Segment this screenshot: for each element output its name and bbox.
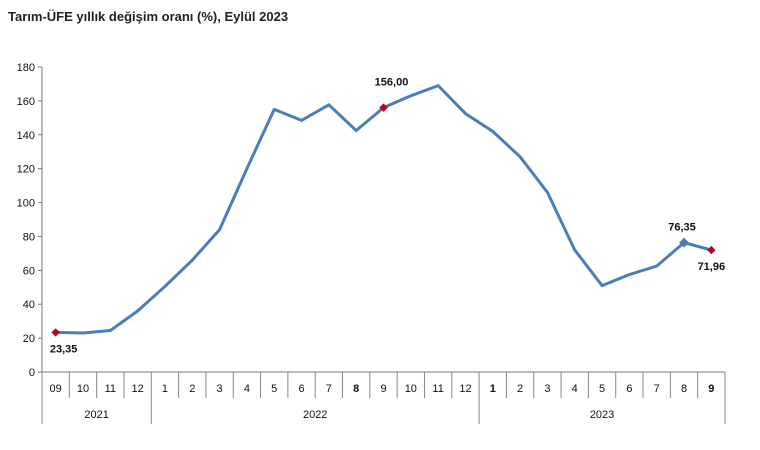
y-tick-label: 40 xyxy=(23,299,35,311)
annotations-layer: 23,35 156,00 76,35 71,96 xyxy=(50,77,725,356)
data-point xyxy=(354,129,358,132)
data-point xyxy=(245,167,249,171)
x-tick-label: 5 xyxy=(271,383,277,395)
highlight-marker xyxy=(707,245,716,255)
x-tick-label: 1 xyxy=(490,383,496,395)
x-tick-label: 10 xyxy=(405,383,417,395)
data-point xyxy=(136,309,140,313)
y-tick-label: 20 xyxy=(23,333,35,345)
x-tick-label: 09 xyxy=(50,383,62,395)
x-tick-label: 7 xyxy=(654,383,660,395)
y-tick-label: 100 xyxy=(17,198,35,210)
highlight-marker xyxy=(379,103,388,112)
highlight-marker xyxy=(679,237,689,248)
x-tick-label: 4 xyxy=(244,383,250,395)
data-label: 23,35 xyxy=(50,343,78,355)
y-tick-label: 120 xyxy=(17,164,35,176)
data-point xyxy=(163,285,167,288)
x-tick-label: 8 xyxy=(681,383,687,395)
x-tick-label: 2 xyxy=(189,383,195,395)
x-tick-label: 9 xyxy=(708,383,714,395)
series-line xyxy=(54,84,713,335)
y-tick-label: 60 xyxy=(23,265,35,277)
data-point xyxy=(81,331,85,335)
year-label: 2023 xyxy=(590,409,614,421)
x-tick-label: 3 xyxy=(544,383,550,395)
data-point xyxy=(600,284,604,287)
x-tick-label: 3 xyxy=(217,383,223,395)
x-tick-label: 10 xyxy=(77,383,89,395)
x-tick-label: 7 xyxy=(326,383,332,395)
data-point xyxy=(546,190,549,194)
data-point xyxy=(300,118,303,122)
x-tick-label: 9 xyxy=(380,383,386,395)
x-tick-label: 5 xyxy=(599,383,605,395)
y-tick-label: 80 xyxy=(23,231,35,243)
y-tick-label: 180 xyxy=(17,62,35,74)
axes xyxy=(41,67,725,373)
data-point xyxy=(491,129,495,133)
x-tick-label: 11 xyxy=(432,383,443,395)
x-tick-label: 12 xyxy=(131,383,143,395)
x-tick-label: 6 xyxy=(626,383,632,395)
data-point xyxy=(518,155,522,159)
data-label: 71,96 xyxy=(698,261,726,273)
series-layer xyxy=(54,84,713,335)
y-tick-label: 140 xyxy=(17,130,35,142)
y-axis-ticks: 0 20 40 60 80 100 120 140 160 180 xyxy=(17,62,42,379)
y-tick-label: 160 xyxy=(17,96,35,108)
x-tick-label: 4 xyxy=(572,383,578,395)
data-point xyxy=(655,264,659,268)
data-label: 76,35 xyxy=(668,222,696,234)
data-point xyxy=(327,103,331,107)
data-point xyxy=(190,258,194,262)
x-tick-label: 1 xyxy=(162,383,168,395)
x-tick-label: 6 xyxy=(298,383,304,395)
data-point xyxy=(108,329,112,332)
highlight-marker xyxy=(51,328,60,337)
data-label: 156,00 xyxy=(375,77,409,89)
x-tick-label: 2 xyxy=(517,383,523,395)
year-label: 2022 xyxy=(303,409,327,421)
x-tick-label: 11 xyxy=(105,383,116,395)
data-point xyxy=(573,248,577,252)
chart-title: Tarım-ÜFE yıllık değişim oranı (%), Eylü… xyxy=(8,9,289,24)
data-point xyxy=(464,112,467,115)
data-point xyxy=(436,84,440,88)
data-point xyxy=(218,228,221,232)
x-tick-label: 8 xyxy=(353,383,359,395)
y-tick-label: 0 xyxy=(29,367,35,379)
data-point xyxy=(409,94,413,98)
data-point xyxy=(627,273,631,276)
data-point xyxy=(272,107,276,111)
year-label: 2021 xyxy=(84,409,108,421)
x-tick-label: 12 xyxy=(459,383,471,395)
